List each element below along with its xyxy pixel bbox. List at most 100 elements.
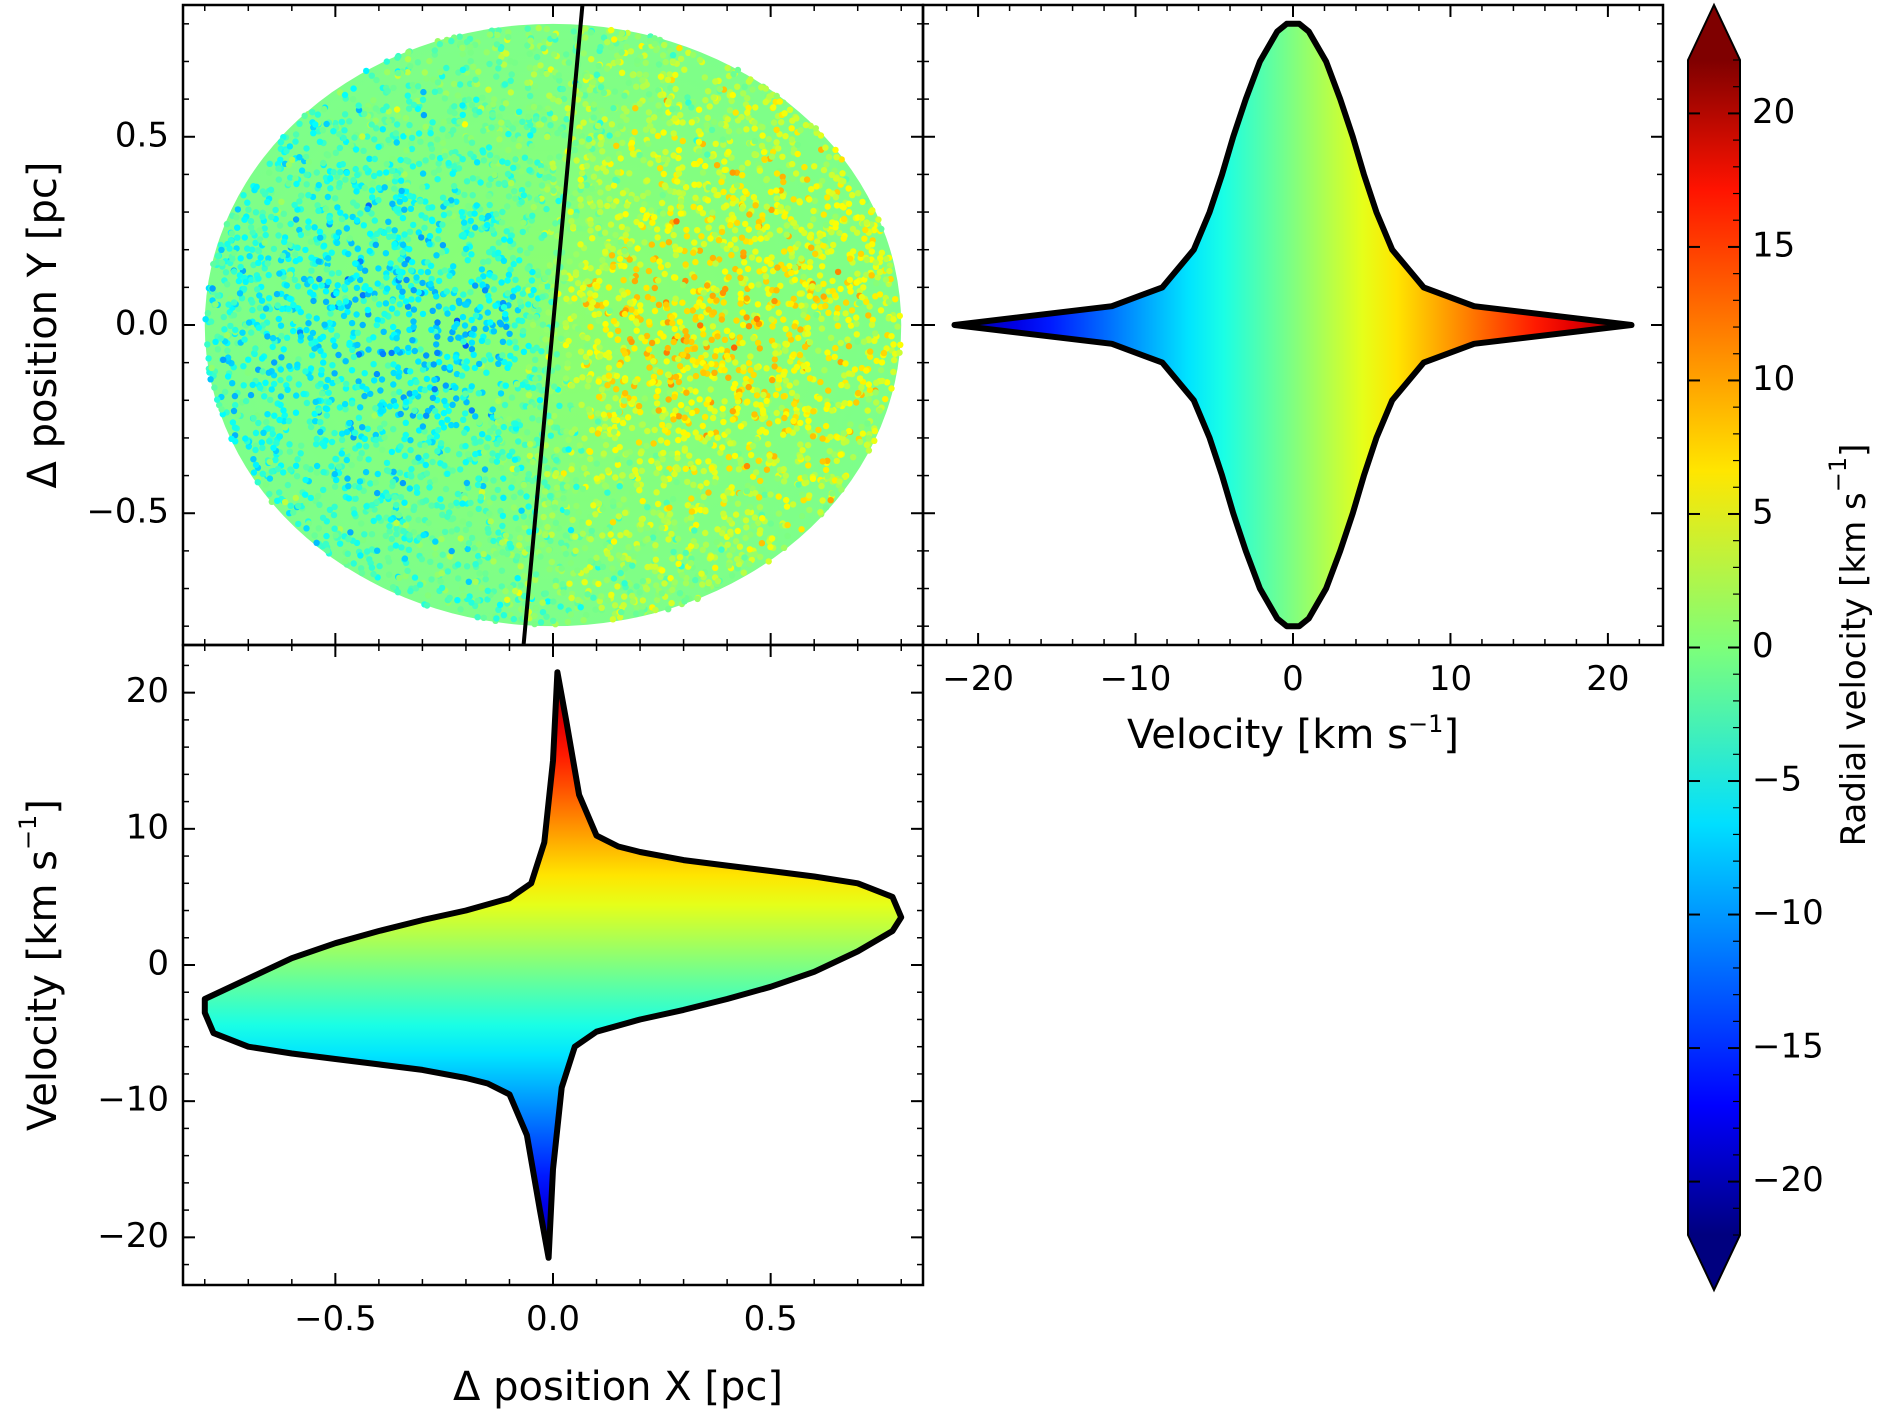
star-point — [560, 589, 567, 596]
star-point — [649, 534, 657, 541]
star-point — [372, 431, 379, 439]
star-point — [618, 49, 625, 56]
star-point — [671, 115, 679, 122]
star-point — [301, 112, 308, 120]
star-point — [648, 95, 655, 103]
star-point — [395, 283, 403, 291]
star-point — [675, 189, 683, 196]
star-point — [370, 517, 377, 525]
star-point — [596, 344, 603, 351]
star-point — [840, 215, 848, 223]
star-point — [426, 57, 433, 65]
star-point — [525, 113, 532, 121]
star-point — [728, 484, 735, 491]
star-point — [544, 598, 552, 605]
star-point — [401, 452, 409, 459]
star-point — [524, 429, 531, 436]
star-point — [535, 24, 542, 32]
star-point — [564, 618, 572, 626]
star-point — [222, 269, 230, 276]
star-point — [552, 582, 559, 590]
star-point — [892, 296, 899, 303]
star-point — [490, 477, 497, 484]
star-point — [375, 143, 382, 151]
star-point — [338, 436, 346, 444]
star-point — [454, 92, 461, 99]
star-point — [637, 307, 644, 314]
star-point — [338, 215, 346, 223]
star-point — [684, 94, 691, 101]
star-point — [409, 81, 416, 89]
star-point — [390, 509, 397, 517]
star-point — [526, 50, 533, 57]
star-point — [268, 468, 275, 475]
star-point — [507, 352, 514, 359]
star-point — [417, 198, 424, 205]
star-point — [244, 369, 251, 376]
star-point — [831, 292, 839, 299]
star-point — [774, 475, 781, 482]
star-point — [277, 322, 285, 329]
star-point — [500, 494, 507, 501]
star-point — [259, 470, 266, 477]
star-point — [654, 500, 662, 508]
star-point — [401, 195, 409, 203]
star-point — [368, 121, 375, 128]
star-point — [670, 338, 677, 346]
star-point — [408, 145, 416, 153]
star-point — [796, 402, 803, 409]
star-point — [776, 227, 783, 234]
star-point — [465, 578, 472, 585]
star-point — [490, 494, 497, 501]
star-point — [727, 241, 734, 248]
star-point — [678, 179, 686, 186]
star-point — [459, 542, 467, 549]
star-point — [655, 87, 662, 94]
star-point — [363, 67, 370, 75]
star-point — [350, 353, 358, 361]
star-point — [232, 326, 239, 334]
star-point — [565, 351, 572, 359]
star-point — [675, 413, 683, 420]
star-point — [397, 410, 404, 418]
star-point — [545, 268, 552, 276]
star-point — [428, 576, 435, 583]
star-point — [432, 551, 439, 558]
star-point — [321, 321, 328, 328]
star-point — [780, 466, 787, 473]
star-point — [381, 420, 388, 427]
star-point — [652, 606, 659, 614]
star-point — [815, 426, 822, 434]
star-point — [608, 139, 616, 146]
star-point — [275, 165, 282, 172]
star-point — [745, 323, 753, 330]
star-point — [731, 452, 739, 460]
star-point — [298, 167, 306, 174]
star-point — [796, 198, 803, 205]
star-point — [586, 349, 594, 356]
star-point — [402, 572, 409, 580]
star-point — [822, 221, 830, 229]
star-point — [653, 226, 661, 233]
star-point — [767, 491, 774, 498]
star-point — [737, 460, 745, 467]
star-point — [237, 263, 244, 271]
star-point — [465, 540, 473, 547]
star-point — [504, 119, 511, 127]
star-point — [381, 184, 388, 191]
star-point — [623, 116, 630, 124]
star-point — [767, 543, 774, 551]
star-point — [622, 565, 629, 572]
star-point — [846, 400, 853, 407]
star-point — [518, 168, 525, 175]
star-point — [609, 565, 616, 572]
star-point — [691, 181, 698, 188]
star-point — [304, 229, 311, 236]
star-point — [535, 272, 542, 279]
star-point — [385, 118, 392, 125]
star-point — [876, 268, 884, 276]
star-point — [628, 306, 635, 313]
star-point — [346, 235, 354, 242]
star-point — [468, 316, 475, 324]
star-point — [587, 220, 594, 228]
